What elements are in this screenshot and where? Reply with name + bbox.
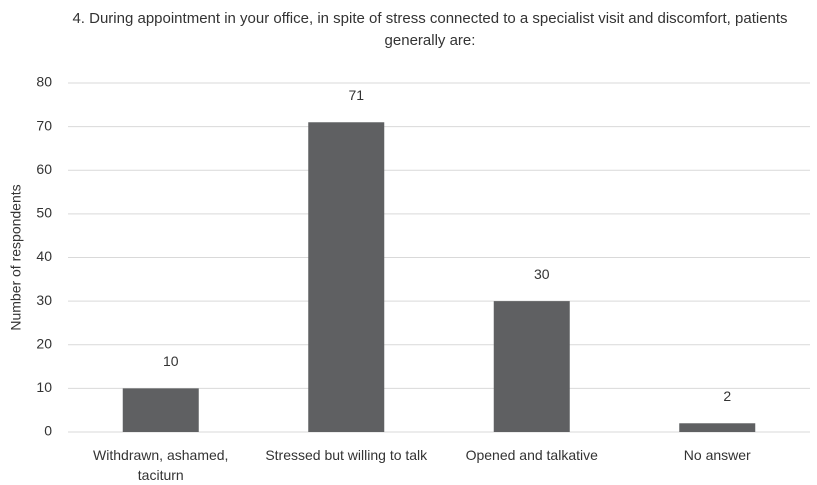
y-tick-label: 20	[36, 335, 52, 351]
data-label: 10	[163, 353, 179, 369]
y-axis-label: Number of respondents	[8, 184, 24, 330]
data-label: 30	[534, 266, 550, 282]
x-tick-label: Withdrawn, ashamed, taciturn	[93, 447, 229, 483]
bar	[122, 388, 199, 432]
y-tick-label: 70	[36, 117, 52, 133]
bar	[493, 301, 570, 432]
y-tick-label: 60	[36, 161, 52, 177]
bar	[679, 423, 756, 432]
y-tick-label: 10	[36, 379, 52, 395]
x-tick-label: No answer	[683, 447, 751, 463]
x-tick-label: Stressed but willing to talk	[265, 447, 428, 463]
y-tick-label: 50	[36, 205, 52, 221]
y-tick-label: 0	[44, 423, 52, 439]
data-label: 71	[348, 87, 364, 103]
x-tick-label: Opened and talkative	[465, 447, 598, 463]
y-tick-label: 80	[36, 74, 52, 90]
y-tick-label: 30	[36, 292, 52, 308]
bar	[308, 122, 385, 432]
chart-title: 4. During appointment in your office, in…	[72, 10, 788, 49]
y-tick-label: 40	[36, 248, 52, 264]
data-label: 2	[723, 388, 731, 404]
